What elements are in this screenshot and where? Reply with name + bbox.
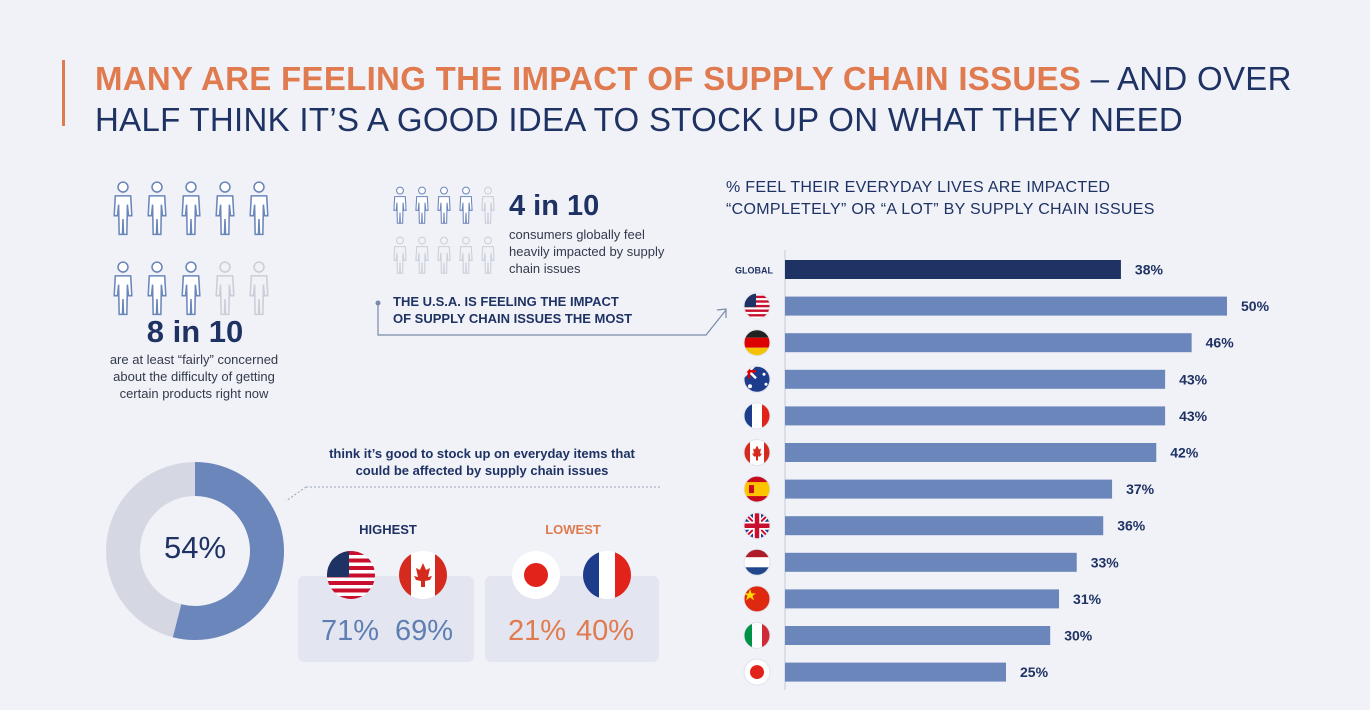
bar-germany <box>785 333 1192 353</box>
flag-australia-icon <box>743 365 771 393</box>
bar-spain <box>785 479 1113 499</box>
lowest-france-value: 40% <box>576 615 635 647</box>
bar-netherlands <box>785 552 1077 572</box>
value-label-china: 31% <box>1073 591 1102 607</box>
people-icon-grid-8-of-10 <box>112 180 282 316</box>
flag-canada-icon <box>743 439 771 466</box>
person-icon-filled <box>248 180 270 241</box>
donut-label: 54% <box>163 530 227 565</box>
person-icon-filled <box>180 260 202 321</box>
bar-usa <box>785 296 1227 316</box>
value-label-france: 43% <box>1179 408 1208 424</box>
value-label-global: 38% <box>1135 262 1164 278</box>
person-icon-filled <box>214 180 236 241</box>
flag-france-icon <box>583 551 631 599</box>
chart-title: % FEEL THEIR EVERYDAY LIVES ARE IMPACTED… <box>726 179 1155 218</box>
value-label-usa: 50% <box>1241 298 1270 314</box>
person-icon-empty <box>214 260 236 321</box>
donut-value-arc <box>172 462 284 640</box>
bar-australia <box>785 369 1166 389</box>
donut-chart <box>106 462 284 640</box>
bar-uk <box>785 516 1104 536</box>
flag-germany-icon <box>743 329 771 357</box>
value-label-spain: 37% <box>1126 481 1155 497</box>
person-icon-empty <box>480 186 496 229</box>
person-icon-filled <box>458 186 474 229</box>
bar-china <box>785 589 1060 609</box>
flag-canada-icon <box>399 551 447 599</box>
stat-concerned-value: 8 in 10 <box>146 314 244 349</box>
usa-callout: THE U.S.A. IS FEELING THE IMPACT OF SUPP… <box>393 294 633 326</box>
person-icon-filled <box>146 260 168 321</box>
value-label-australia: 43% <box>1179 371 1208 387</box>
flag-netherlands-icon <box>743 548 771 576</box>
bar-japan <box>785 662 1006 682</box>
category-label-global: GLOBAL <box>735 266 773 276</box>
person-icon-empty <box>480 236 496 279</box>
bar-chart: 38% GLOBAL 50% 46% 43% 43% 42% 37% 36% 33% 31% 30% 2… <box>735 250 1270 690</box>
value-label-uk: 36% <box>1117 518 1146 534</box>
person-icon-empty <box>414 236 430 279</box>
donut-caption-connector <box>285 486 660 502</box>
value-label-japan: 25% <box>1020 664 1049 680</box>
donut-caption: think it’s good to stock up on everyday … <box>329 446 635 478</box>
stat-impacted-value: 4 in 10 <box>509 190 600 222</box>
highest-usa-value: 71% <box>321 615 380 647</box>
bar-france <box>785 406 1166 426</box>
flag-usa-icon <box>327 551 375 599</box>
page-title: MANY ARE FEELING THE IMPACT OF SUPPLY CH… <box>95 58 1315 140</box>
flag-china-icon <box>743 585 771 613</box>
value-label-canada: 42% <box>1170 445 1199 461</box>
person-icon-empty <box>436 236 452 279</box>
lowest-panel <box>485 576 659 662</box>
person-icon-filled <box>112 260 134 321</box>
person-icon-empty <box>458 236 474 279</box>
person-icon-empty <box>392 236 408 279</box>
person-icon-filled <box>436 186 452 229</box>
person-icon-filled <box>146 180 168 241</box>
person-icon-filled <box>180 180 202 241</box>
value-label-netherlands: 33% <box>1091 554 1120 570</box>
stat-concerned-text: are at least “fairly” concerned about th… <box>109 352 279 401</box>
stat-impacted-text: consumers globally feel heavily impacted… <box>509 227 665 276</box>
title-accent-bar <box>62 60 65 126</box>
bar-italy <box>785 626 1051 645</box>
highest-canada-value: 69% <box>395 615 454 647</box>
flag-usa-icon <box>743 292 771 320</box>
lowest-japan-value: 21% <box>508 615 567 647</box>
person-icon-filled <box>414 186 430 229</box>
flag-uk-icon <box>743 512 771 540</box>
flag-italy-icon <box>743 622 771 649</box>
value-label-italy: 30% <box>1064 628 1093 644</box>
person-icon-empty <box>248 260 270 321</box>
person-icon-filled <box>392 186 408 229</box>
flag-france-icon <box>743 402 771 430</box>
flag-spain-icon <box>743 475 771 503</box>
bar-canada <box>785 443 1157 462</box>
people-icon-grid-4-of-10 <box>392 186 498 276</box>
callout-connector <box>375 300 727 336</box>
title-rest: – AND OVER HALF THINK IT’S A GOOD IDEA T… <box>95 60 1292 138</box>
person-icon-filled <box>112 180 134 241</box>
flag-japan-icon <box>512 551 560 599</box>
value-label-germany: 46% <box>1206 335 1235 351</box>
lowest-label: LOWEST <box>545 522 601 537</box>
highest-panel <box>298 576 474 662</box>
highest-label: HIGHEST <box>359 522 417 537</box>
flag-japan-icon <box>743 658 771 686</box>
bar-global <box>785 260 1121 279</box>
title-highlight: MANY ARE FEELING THE IMPACT OF SUPPLY CH… <box>95 60 1082 97</box>
